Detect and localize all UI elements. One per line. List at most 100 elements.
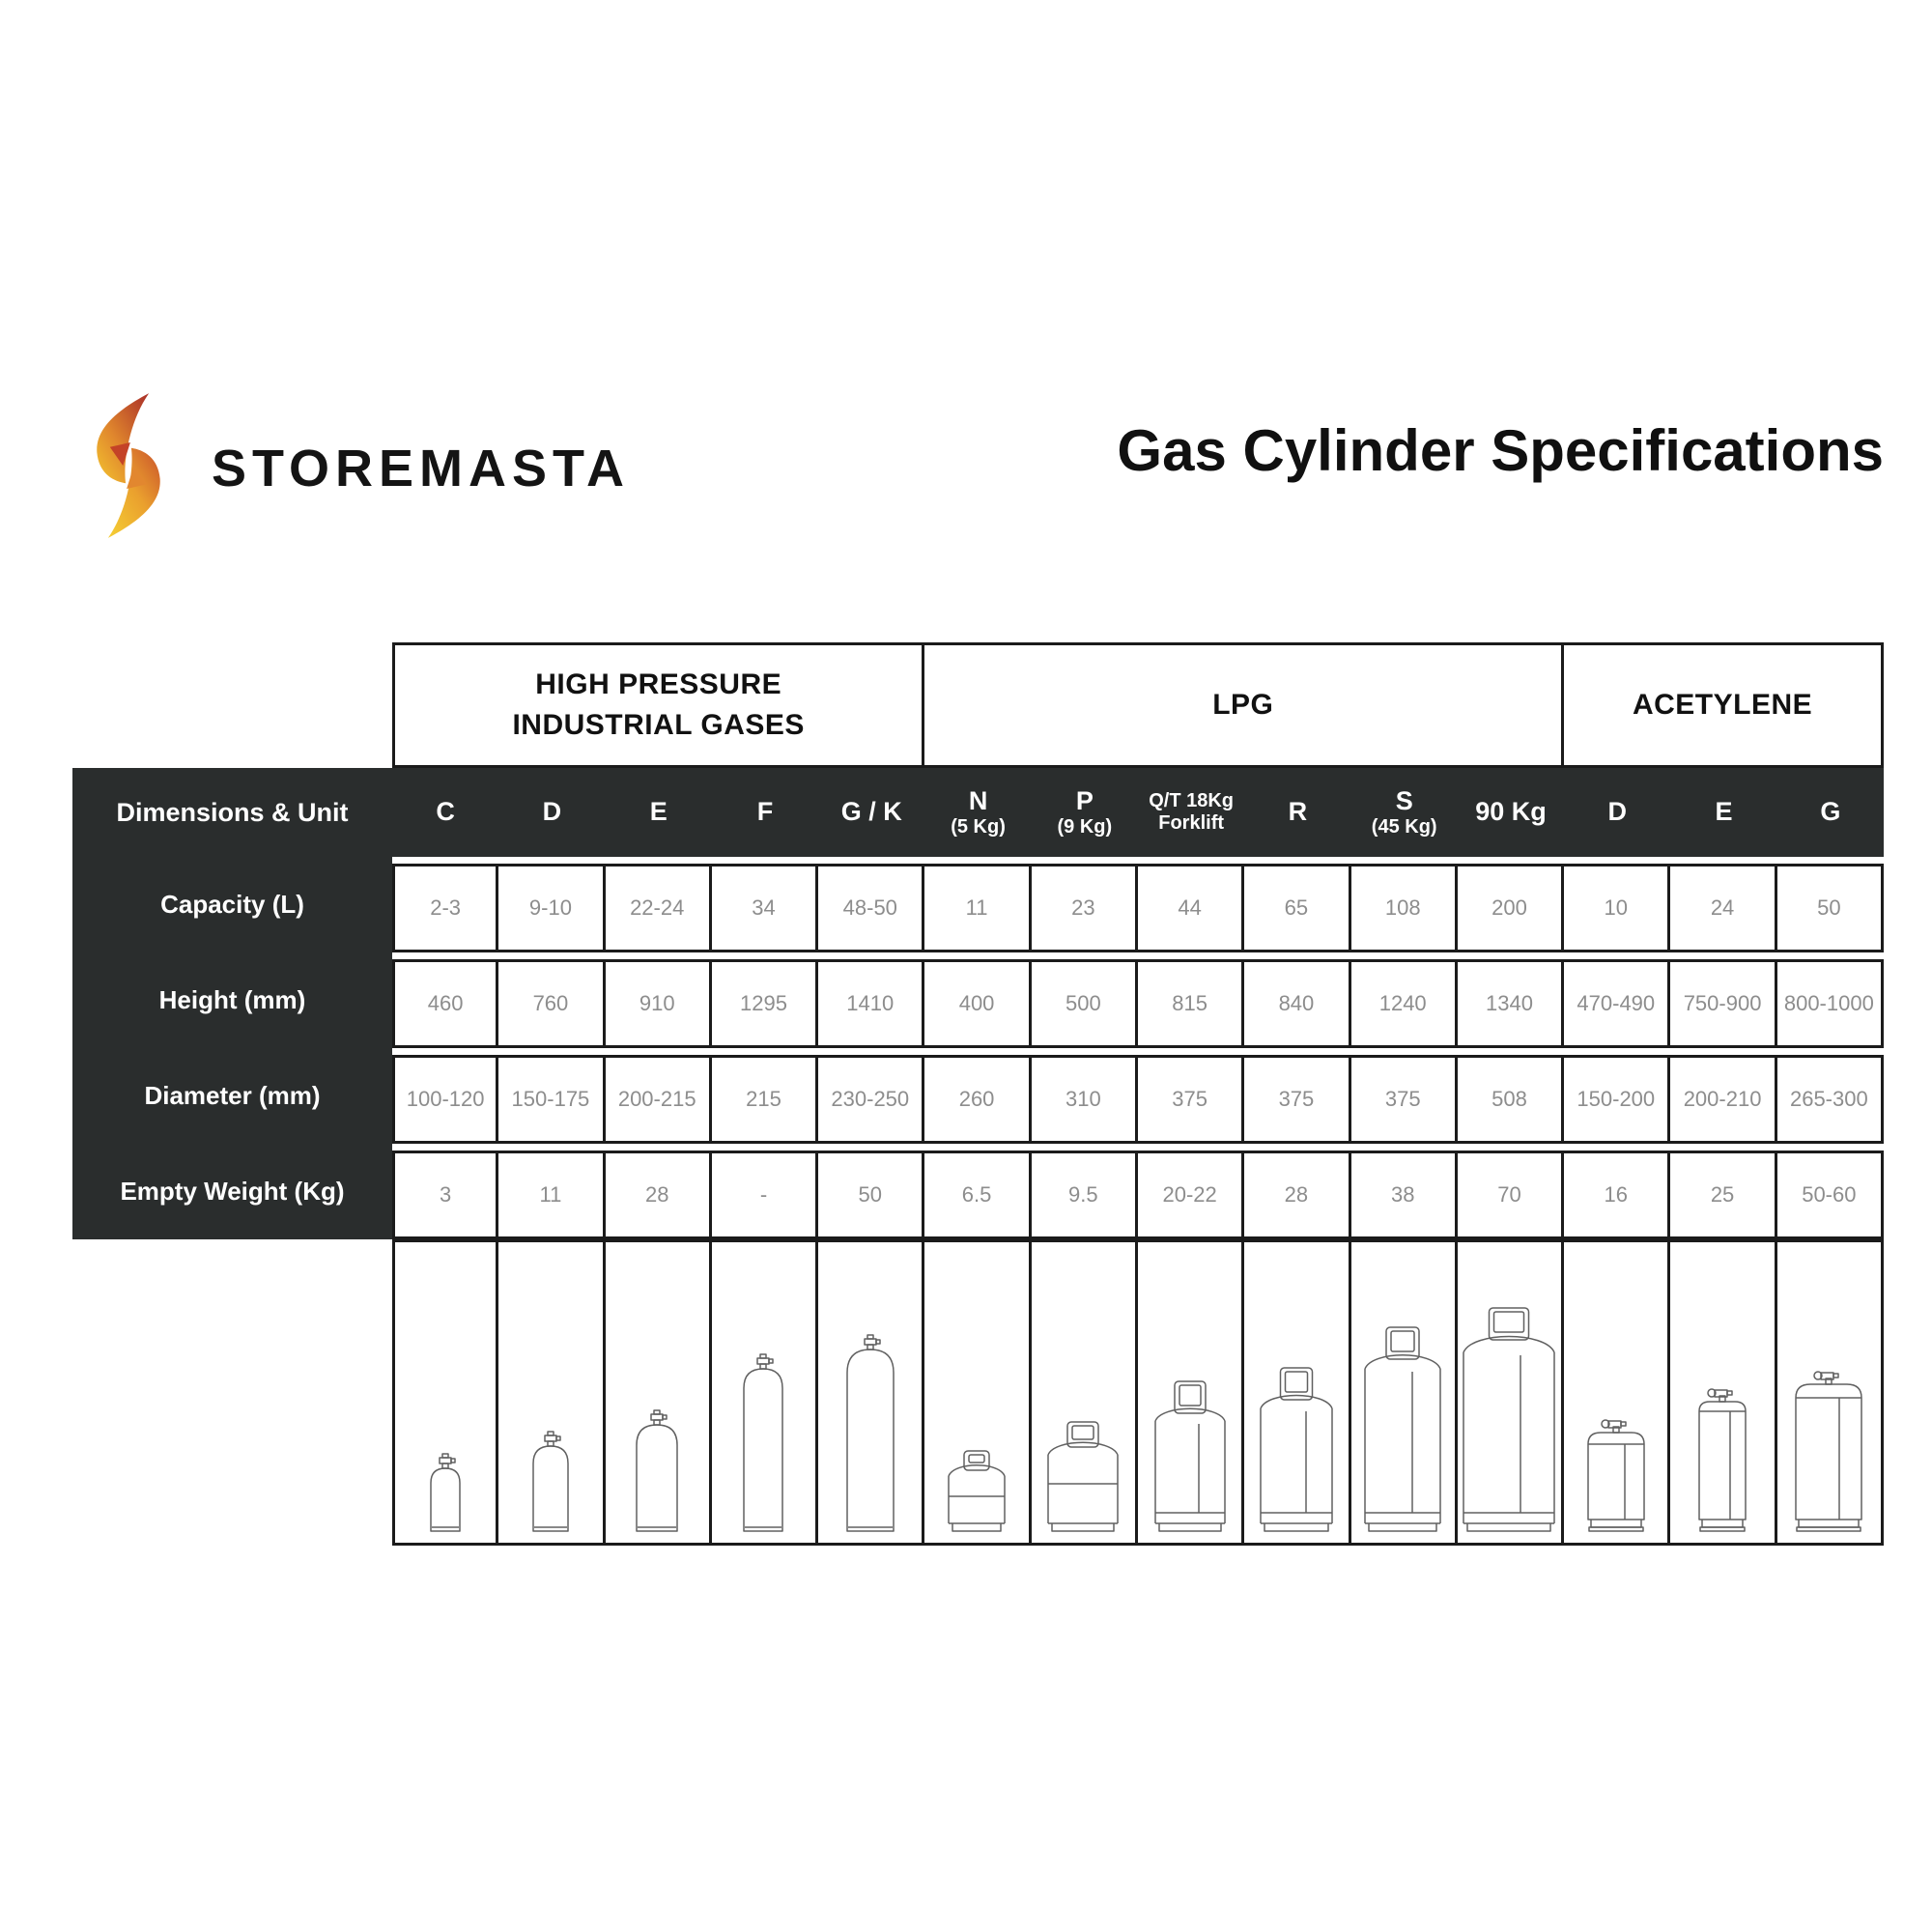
cell-diameter-hp-e: 200-215 xyxy=(602,1055,712,1144)
col-header-hp-e: E xyxy=(605,768,712,857)
brand-block: STOREMASTA xyxy=(82,391,630,545)
cell-capacity-hp-c: 2-3 xyxy=(392,864,499,952)
cell-diameter-ace-d: 150-200 xyxy=(1561,1055,1671,1144)
col-header-ace-d: D xyxy=(1564,768,1671,857)
cylinder-illustration-lpg-qt xyxy=(1153,1380,1226,1532)
cell-empty_weight-ace-g: 50-60 xyxy=(1774,1151,1884,1239)
col-header-hp-c: C xyxy=(392,768,499,857)
cell-empty_weight-ace-e: 25 xyxy=(1667,1151,1777,1239)
row-label-height-mm-: Height (mm) xyxy=(158,985,306,1014)
cylinder-illustration-hp-e xyxy=(636,1409,678,1532)
col-header-lpg-qt: Q/T 18Kg Forklift xyxy=(1137,768,1245,857)
col-header-lpg-r: R xyxy=(1244,768,1351,857)
cell-diameter-ace-g: 265-300 xyxy=(1774,1055,1884,1144)
cell-capacity-lpg-r: 65 xyxy=(1241,864,1351,952)
cell-diameter-lpg-p: 310 xyxy=(1028,1055,1138,1144)
cell-height-hp-d: 760 xyxy=(496,959,606,1048)
cell-height-lpg-qt: 815 xyxy=(1134,959,1245,1048)
cell-height-lpg-n: 400 xyxy=(922,959,1032,1048)
col-header-label: P xyxy=(1075,785,1094,815)
col-header-label: E xyxy=(1715,797,1733,827)
cell-empty_weight-hp-gk: 50 xyxy=(815,1151,925,1239)
cylinder-cell-hp-e xyxy=(602,1239,712,1546)
cell-capacity-lpg-p: 23 xyxy=(1028,864,1138,952)
col-header-label: S xyxy=(1395,785,1413,815)
cell-height-hp-c: 460 xyxy=(392,959,499,1048)
cell-empty_weight-lpg-p: 9.5 xyxy=(1028,1151,1138,1239)
col-header-label: C xyxy=(436,797,455,827)
col-header-ace-e: E xyxy=(1670,768,1777,857)
col-header-lpg-90: 90 Kg xyxy=(1457,768,1565,857)
cell-diameter-hp-d: 150-175 xyxy=(496,1055,606,1144)
cylinder-cell-lpg-qt xyxy=(1134,1239,1245,1546)
row-label-dimensions-unit: Dimensions & Unit xyxy=(116,797,349,827)
col-header-label: Q/T 18Kg xyxy=(1149,790,1235,811)
cell-diameter-lpg-n: 260 xyxy=(922,1055,1032,1144)
col-header-sublabel: (45 Kg) xyxy=(1371,816,1437,838)
col-header-lpg-s: S (45 Kg) xyxy=(1350,768,1458,857)
row-label-empty-weight-kg-: Empty Weight (Kg) xyxy=(120,1177,345,1206)
cell-diameter-lpg-qt: 375 xyxy=(1134,1055,1245,1144)
group-header-lpg: LPG xyxy=(922,642,1565,768)
brand-name: STOREMASTA xyxy=(212,439,631,497)
cylinder-illustration-lpg-p xyxy=(1047,1421,1120,1532)
cell-empty_weight-ace-d: 16 xyxy=(1561,1151,1671,1239)
cell-capacity-lpg-n: 11 xyxy=(922,864,1032,952)
cell-empty_weight-hp-e: 28 xyxy=(602,1151,712,1239)
col-header-sublabel: (5 Kg) xyxy=(951,816,1006,838)
cylinder-cell-hp-d xyxy=(496,1239,606,1546)
col-header-label: F xyxy=(756,797,774,827)
cell-capacity-hp-e: 22-24 xyxy=(602,864,712,952)
cell-capacity-hp-gk: 48-50 xyxy=(815,864,925,952)
col-header-lpg-n: N (5 Kg) xyxy=(924,768,1032,857)
cell-capacity-lpg-90: 200 xyxy=(1454,864,1565,952)
cylinder-cell-ace-e xyxy=(1667,1239,1777,1546)
cell-capacity-hp-f: 34 xyxy=(708,864,819,952)
cell-empty_weight-lpg-qt: 20-22 xyxy=(1134,1151,1245,1239)
cell-height-ace-e: 750-900 xyxy=(1667,959,1777,1048)
cell-diameter-hp-f: 215 xyxy=(708,1055,819,1144)
cell-height-lpg-r: 840 xyxy=(1241,959,1351,1048)
col-header-hp-f: F xyxy=(711,768,819,857)
cylinder-illustration-ace-d xyxy=(1587,1419,1645,1532)
page-title: Gas Cylinder Specifications xyxy=(1117,418,1884,483)
cylinder-illustration-hp-gk xyxy=(846,1334,895,1532)
cell-height-lpg-p: 500 xyxy=(1028,959,1138,1048)
cylinder-cell-ace-g xyxy=(1774,1239,1884,1546)
row-label-diameter-mm-: Diameter (mm) xyxy=(144,1081,321,1110)
group-header-acetylene: ACETYLENE xyxy=(1561,642,1884,768)
col-header-label: R xyxy=(1288,797,1308,827)
col-header-sublabel: (9 Kg) xyxy=(1057,816,1113,838)
col-header-label: E xyxy=(649,797,668,827)
col-header-label: G / K xyxy=(840,797,902,827)
cylinder-illustration-hp-c xyxy=(430,1453,461,1532)
gas-cylinder-spec-table: HIGH PRESSURE INDUSTRIAL GASES LPG ACETYLE… xyxy=(72,642,1884,1546)
cylinder-cell-lpg-n xyxy=(922,1239,1032,1546)
col-header-ace-g: G xyxy=(1776,768,1884,857)
cell-diameter-lpg-90: 508 xyxy=(1454,1055,1565,1144)
cylinder-illustration-lpg-90 xyxy=(1463,1307,1556,1532)
cylinder-illustration-lpg-s xyxy=(1364,1326,1441,1532)
cell-capacity-ace-g: 50 xyxy=(1774,864,1884,952)
cell-diameter-lpg-r: 375 xyxy=(1241,1055,1351,1144)
cell-empty_weight-hp-d: 11 xyxy=(496,1151,606,1239)
cell-empty_weight-lpg-n: 6.5 xyxy=(922,1151,1032,1239)
cylinder-illustration-ace-e xyxy=(1698,1388,1747,1532)
col-header-sublabel: Forklift xyxy=(1158,812,1225,834)
cell-height-lpg-90: 1340 xyxy=(1454,959,1565,1048)
cylinder-cell-hp-gk xyxy=(815,1239,925,1546)
col-header-label: D xyxy=(542,797,562,827)
cylinder-illustration-lpg-r xyxy=(1260,1367,1333,1532)
cell-empty_weight-lpg-r: 28 xyxy=(1241,1151,1351,1239)
cell-capacity-ace-d: 10 xyxy=(1561,864,1671,952)
cylinder-cell-lpg-p xyxy=(1028,1239,1138,1546)
cylinder-illustration-hp-f xyxy=(743,1353,784,1532)
cell-diameter-lpg-s: 375 xyxy=(1348,1055,1458,1144)
cell-empty_weight-hp-f: - xyxy=(708,1151,819,1239)
cell-capacity-ace-e: 24 xyxy=(1667,864,1777,952)
cylinder-illustration-ace-g xyxy=(1795,1371,1863,1532)
cell-empty_weight-lpg-s: 38 xyxy=(1348,1151,1458,1239)
cylinder-cell-lpg-r xyxy=(1241,1239,1351,1546)
cell-capacity-hp-d: 9-10 xyxy=(496,864,606,952)
